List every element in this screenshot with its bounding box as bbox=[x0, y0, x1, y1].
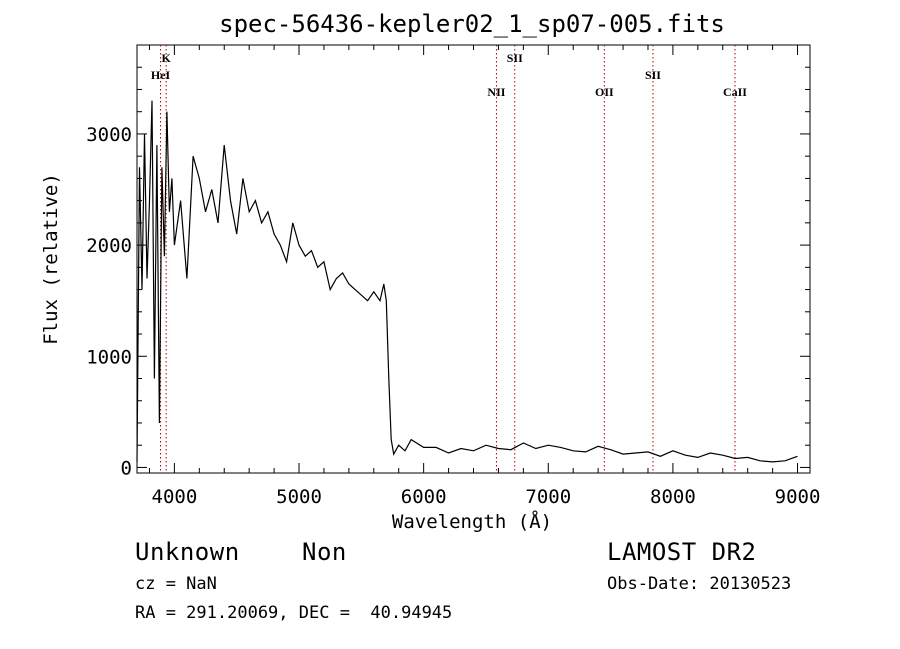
x-tick-label: 7000 bbox=[525, 486, 571, 508]
x-tick-label: 4000 bbox=[152, 486, 198, 508]
line-marker-label: NII bbox=[487, 85, 505, 99]
line-marker-label: SII bbox=[645, 68, 661, 82]
y-tick-label: 2000 bbox=[86, 235, 132, 257]
y-tick-label: 3000 bbox=[86, 124, 132, 146]
object-subclass: Non bbox=[302, 538, 347, 566]
x-tick-label: 6000 bbox=[401, 486, 447, 508]
chart-title: spec-56436-kepler02_1_sp07-005.fits bbox=[219, 10, 725, 38]
spectral-line-markers: K HeI NII SII OII SII CaII bbox=[151, 45, 747, 473]
coordinates: RA = 291.20069, DEC = 40.94945 bbox=[135, 603, 453, 623]
y-tick-label: 1000 bbox=[86, 346, 132, 368]
obs-date: Obs-Date: 20130523 bbox=[607, 574, 792, 594]
line-marker-label: OII bbox=[595, 85, 614, 99]
line-marker-label: HeI bbox=[151, 68, 171, 82]
survey-name: LAMOST DR2 bbox=[607, 538, 757, 566]
flux-series-line bbox=[136, 100, 798, 463]
axes: 4000 5000 6000 7000 8000 9000 0 1000 2000 3000 bbox=[86, 45, 820, 508]
line-marker-label: SII bbox=[507, 51, 523, 65]
x-tick-label: 9000 bbox=[775, 486, 821, 508]
redshift-cz: cz = NaN bbox=[135, 574, 217, 594]
plot-frame bbox=[136, 44, 811, 474]
x-tick-label: 5000 bbox=[276, 486, 322, 508]
object-class: Unknown bbox=[135, 538, 240, 566]
x-axis-label: Wavelength (Å) bbox=[392, 510, 552, 533]
y-tick-label: 0 bbox=[121, 457, 132, 479]
y-axis-label: Flux (relative) bbox=[40, 173, 62, 345]
line-marker-label: CaII bbox=[723, 85, 747, 99]
x-tick-label: 8000 bbox=[650, 486, 696, 508]
line-marker-label: K bbox=[161, 51, 171, 65]
